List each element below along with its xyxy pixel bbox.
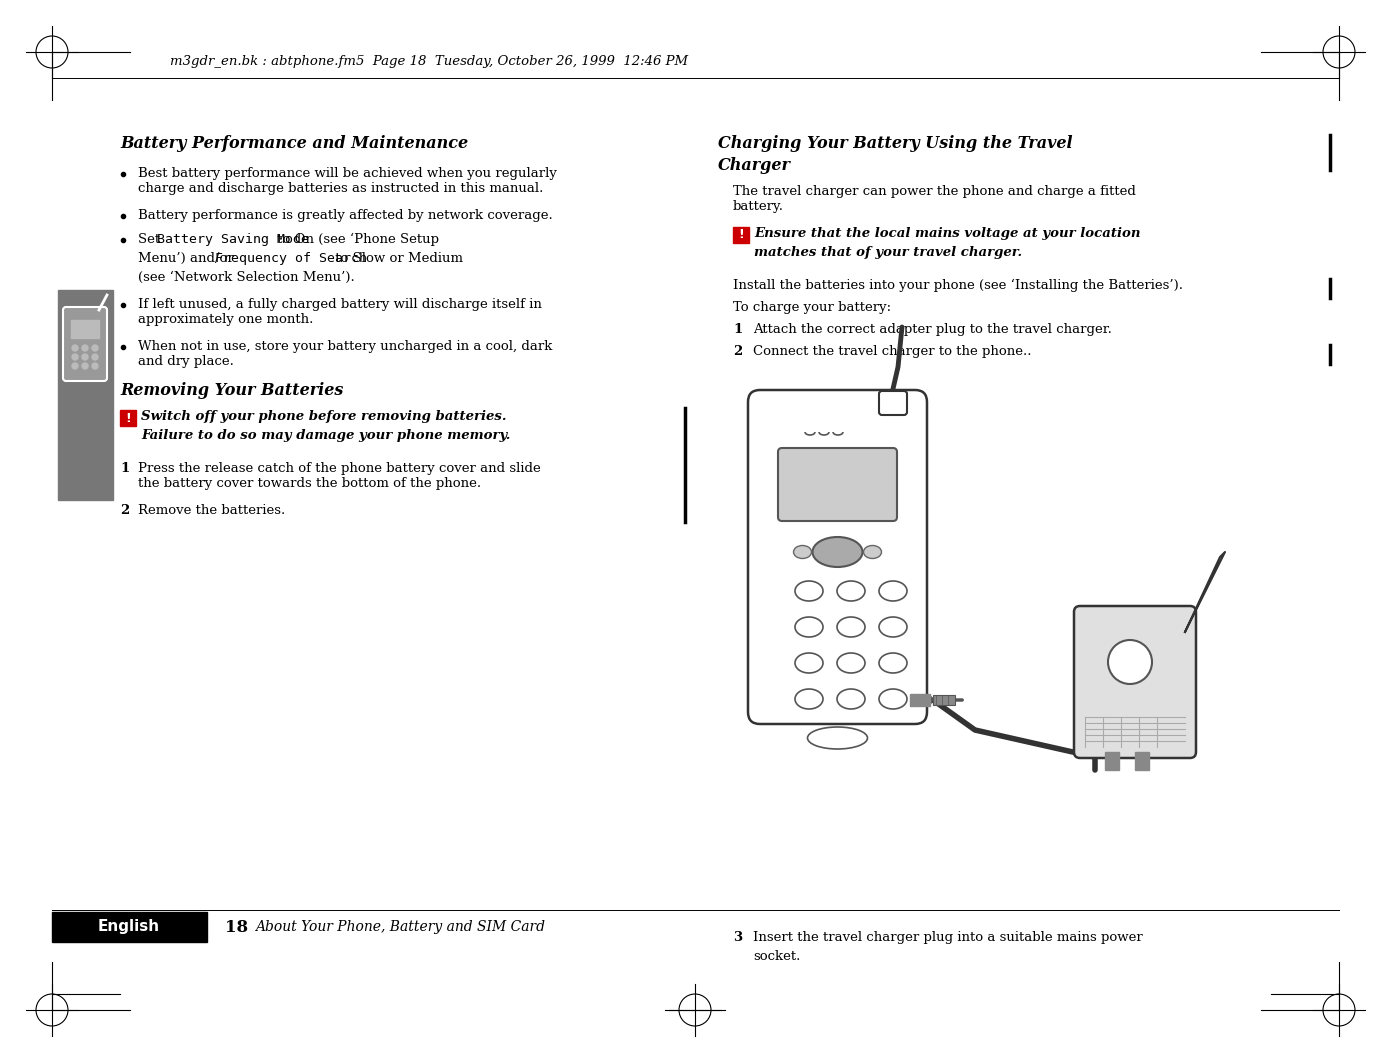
FancyBboxPatch shape (879, 391, 907, 415)
Text: Battery performance is greatly affected by network coverage.: Battery performance is greatly affected … (138, 209, 552, 222)
Text: Battery Performance and Maintenance: Battery Performance and Maintenance (120, 135, 469, 152)
Text: !: ! (739, 228, 744, 241)
Ellipse shape (879, 617, 907, 637)
Text: Attach the correct adapter plug to the travel charger.: Attach the correct adapter plug to the t… (753, 323, 1111, 336)
Text: To charge your battery:: To charge your battery: (733, 301, 892, 314)
Ellipse shape (796, 617, 823, 637)
Text: Menu’) and/or: Menu’) and/or (138, 252, 238, 266)
Text: 1: 1 (120, 462, 129, 475)
Text: Remove the batteries.: Remove the batteries. (138, 504, 285, 517)
Text: (see ‘Network Selection Menu’).: (see ‘Network Selection Menu’). (138, 271, 355, 284)
Circle shape (92, 363, 97, 369)
Ellipse shape (793, 546, 811, 559)
Text: Best battery performance will be achieved when you regularly
charge and discharg: Best battery performance will be achieve… (138, 167, 556, 195)
Text: Failure to do so may damage your phone memory.: Failure to do so may damage your phone m… (140, 429, 510, 442)
Ellipse shape (796, 581, 823, 601)
Bar (1104, 752, 1118, 770)
Circle shape (82, 345, 88, 352)
Text: Insert the travel charger plug into a suitable mains power: Insert the travel charger plug into a su… (753, 931, 1143, 944)
Text: About Your Phone, Battery and SIM Card: About Your Phone, Battery and SIM Card (255, 920, 545, 933)
Text: Charging Your Battery Using the Travel: Charging Your Battery Using the Travel (718, 135, 1072, 152)
Bar (51, 912, 207, 942)
FancyBboxPatch shape (1074, 606, 1196, 758)
Ellipse shape (796, 653, 823, 673)
FancyBboxPatch shape (63, 307, 107, 381)
Bar (733, 227, 748, 243)
Ellipse shape (837, 653, 865, 673)
Text: If left unused, a fully charged battery will discharge itself in
approximately o: If left unused, a fully charged battery … (138, 298, 542, 326)
FancyBboxPatch shape (748, 390, 926, 724)
Text: Press the release catch of the phone battery cover and slide
the battery cover t: Press the release catch of the phone bat… (138, 462, 541, 490)
Bar (58, 290, 113, 500)
Ellipse shape (879, 689, 907, 709)
Ellipse shape (879, 581, 907, 601)
Text: m3gdr_en.bk : abtphone.fm5  Page 18  Tuesday, October 26, 1999  12:46 PM: m3gdr_en.bk : abtphone.fm5 Page 18 Tuesd… (170, 55, 689, 69)
Text: Removing Your Batteries: Removing Your Batteries (120, 382, 344, 399)
Text: Frequency of Search: Frequency of Search (216, 252, 367, 266)
Text: English: English (97, 920, 160, 935)
Circle shape (92, 354, 97, 360)
Ellipse shape (837, 581, 865, 601)
Ellipse shape (808, 727, 868, 749)
Text: Connect the travel charger to the phone..: Connect the travel charger to the phone.… (753, 345, 1032, 358)
Text: 1: 1 (733, 323, 743, 336)
Text: Set: Set (138, 233, 164, 246)
Circle shape (72, 354, 78, 360)
Bar (910, 693, 931, 706)
Bar (71, 320, 99, 338)
Ellipse shape (796, 689, 823, 709)
Text: to Slow or Medium: to Slow or Medium (331, 252, 463, 266)
Ellipse shape (812, 537, 862, 567)
Text: to On (see ‘Phone Setup: to On (see ‘Phone Setup (273, 233, 440, 246)
Text: 2: 2 (733, 345, 743, 358)
Bar (933, 695, 956, 705)
Ellipse shape (864, 546, 882, 559)
Text: Battery Saving Mode: Battery Saving Mode (157, 233, 309, 246)
Circle shape (72, 345, 78, 352)
Circle shape (82, 363, 88, 369)
Text: !: ! (125, 411, 131, 425)
Text: Install the batteries into your phone (see ‘Installing the Batteries’).: Install the batteries into your phone (s… (733, 279, 1182, 292)
Text: Switch off your phone before removing batteries.: Switch off your phone before removing ba… (140, 410, 506, 423)
Text: matches that of your travel charger.: matches that of your travel charger. (754, 246, 1022, 259)
Ellipse shape (837, 689, 865, 709)
Circle shape (1109, 640, 1152, 684)
Bar (1135, 752, 1149, 770)
Text: When not in use, store your battery uncharged in a cool, dark
and dry place.: When not in use, store your battery unch… (138, 340, 552, 369)
Text: socket.: socket. (753, 950, 800, 963)
Text: The travel charger can power the phone and charge a fitted
battery.: The travel charger can power the phone a… (733, 185, 1136, 213)
FancyBboxPatch shape (778, 448, 897, 521)
Ellipse shape (879, 653, 907, 673)
Circle shape (92, 345, 97, 352)
Text: 3: 3 (733, 931, 743, 944)
Text: Ensure that the local mains voltage at your location: Ensure that the local mains voltage at y… (754, 227, 1141, 240)
Bar (120, 410, 136, 426)
Text: 18: 18 (225, 919, 248, 936)
Polygon shape (1185, 552, 1225, 632)
Text: Charger: Charger (718, 157, 791, 174)
Circle shape (82, 354, 88, 360)
Circle shape (72, 363, 78, 369)
Text: 2: 2 (120, 504, 129, 517)
Ellipse shape (837, 617, 865, 637)
